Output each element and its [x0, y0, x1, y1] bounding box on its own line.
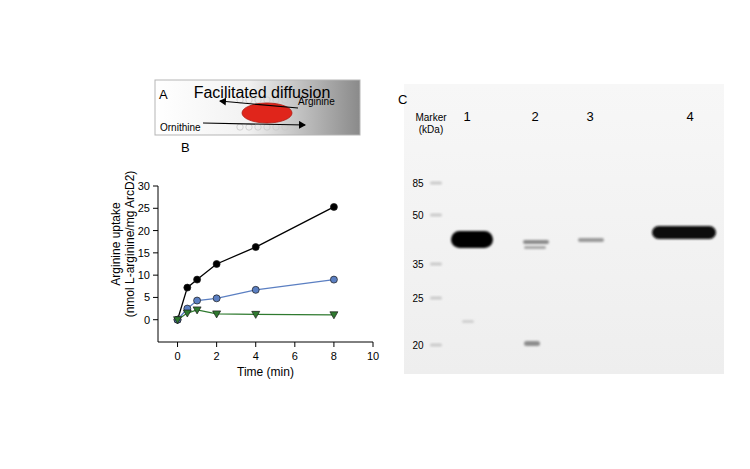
ladder-band	[430, 297, 442, 300]
blot-membrane	[404, 84, 724, 374]
arrow	[203, 123, 305, 125]
ladder-band	[430, 214, 442, 217]
substrate-label: Arginine	[298, 96, 335, 107]
marker-label: 35	[412, 259, 424, 270]
data-point	[252, 244, 259, 251]
y-tick	[153, 208, 158, 209]
marker-title: Marker	[415, 112, 447, 123]
marker-label: 20	[412, 340, 424, 351]
y-tick	[153, 275, 158, 276]
x-tick	[216, 342, 217, 347]
y-tick	[153, 230, 158, 231]
data-point	[330, 203, 337, 210]
lipid	[237, 124, 243, 130]
protein-band	[451, 231, 493, 248]
protein-band	[652, 226, 716, 239]
lipid	[255, 124, 261, 130]
panel-a: AFacilitated diffusionOrnithineArginine	[155, 80, 360, 135]
protein-band	[523, 240, 549, 244]
data-point	[174, 317, 182, 324]
marker-label: 85	[412, 178, 424, 189]
y-tick-label: 10	[138, 269, 150, 281]
diagram-box	[155, 80, 360, 135]
series-line	[178, 280, 334, 320]
y-tick-label: 20	[138, 225, 150, 237]
x-tick-label: 2	[214, 350, 220, 362]
lane-label: 3	[586, 109, 593, 124]
data-point	[174, 316, 181, 323]
x-tick-label: 4	[253, 350, 259, 362]
ladder-band	[430, 182, 442, 185]
substrate-label: Ornithine	[160, 122, 201, 133]
data-point	[213, 311, 221, 318]
y-axis-label: (nmol L-arginine/mg ArcD2)	[123, 171, 137, 318]
marker-title: (kDa)	[419, 124, 443, 135]
y-tick	[153, 319, 158, 320]
lane-label: 2	[531, 109, 538, 124]
data-point	[213, 261, 220, 268]
y-tick	[153, 252, 158, 253]
data-point	[330, 312, 338, 319]
data-point	[252, 311, 260, 318]
y-tick-label: 0	[144, 314, 150, 326]
data-point	[174, 316, 181, 323]
x-tick	[294, 342, 295, 347]
lane-label: 4	[686, 109, 693, 124]
protein-band	[578, 238, 604, 242]
ladder-band	[430, 344, 442, 347]
panel-label: B	[181, 140, 190, 155]
protein-band	[524, 341, 540, 346]
y-tick-label: 30	[138, 180, 150, 192]
panel-c: C Marker(kDa) 85 50 35 25 20 1 2 3 4	[398, 84, 724, 374]
panel-label: A	[159, 87, 168, 102]
protein-band	[524, 246, 546, 249]
ladder-band	[430, 263, 442, 266]
y-tick	[153, 297, 158, 298]
data-point	[193, 307, 201, 314]
y-tick-label: 25	[138, 202, 150, 214]
series-line	[178, 207, 334, 320]
plot-area	[174, 203, 338, 323]
transporter	[242, 103, 292, 123]
x-axis-label: Time (min)	[237, 365, 294, 379]
y-axis-label: Arginine uptake	[109, 202, 123, 286]
figure: AFacilitated diffusionOrnithineArginineB…	[0, 0, 750, 469]
y-tick	[153, 186, 158, 187]
x-tick-label: 0	[174, 350, 180, 362]
panel-label: C	[398, 92, 407, 107]
data-point	[252, 286, 259, 293]
x-tick-label: 6	[292, 350, 298, 362]
data-point	[183, 310, 191, 317]
x-tick	[177, 342, 178, 347]
marker-label: 25	[412, 293, 424, 304]
x-tick-label: 10	[367, 350, 379, 362]
data-point	[194, 276, 201, 283]
x-tick	[255, 342, 256, 347]
y-axis	[158, 186, 159, 342]
protein-band	[462, 320, 474, 323]
x-tick	[333, 342, 334, 347]
arrow	[220, 101, 298, 108]
lipid	[246, 124, 252, 130]
marker-label: 50	[412, 210, 424, 221]
x-axis	[158, 342, 373, 343]
lane-label: 1	[463, 109, 470, 124]
data-point	[194, 297, 201, 304]
panel-b: B 0 5 10 15 20 25 30 0 2 4 6 8 10 Time (min) Arginine u…	[109, 140, 379, 379]
y-tick-label: 5	[144, 291, 150, 303]
data-point	[184, 284, 191, 291]
x-tick-label: 8	[331, 350, 337, 362]
series-line	[178, 310, 334, 320]
data-point	[330, 276, 337, 283]
x-tick	[373, 342, 374, 347]
y-tick-label: 15	[138, 247, 150, 259]
data-point	[213, 295, 220, 302]
